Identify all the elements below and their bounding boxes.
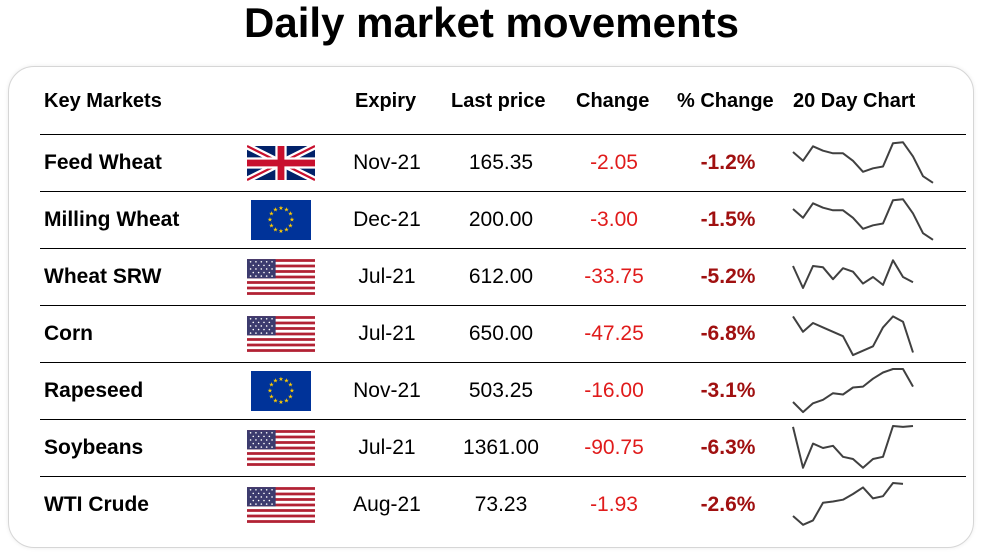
expiry-value: Jul-21 (358, 265, 416, 288)
row-divider (40, 191, 966, 192)
pct-change-value: -1.5% (700, 208, 756, 231)
change-value: -33.75 (584, 265, 644, 288)
table-row: Soybeans Jul-21 1361.00 -90.75 -6.3% (0, 419, 983, 476)
pct-change-value: -5.2% (700, 265, 756, 288)
header-expiry: Expiry (355, 90, 417, 112)
us-flag-icon (247, 316, 315, 352)
sparkline-chart (792, 368, 914, 414)
sparkline-series (792, 425, 914, 469)
change-value: -2.05 (590, 151, 638, 174)
row-divider (40, 476, 966, 477)
pct-change-value: -2.6% (700, 493, 756, 516)
header-key-markets: Key Markets (44, 90, 162, 112)
expiry-value: Dec-21 (353, 208, 421, 231)
market-name: Milling Wheat (44, 208, 180, 231)
change-value: -47.25 (584, 322, 644, 345)
sparkline-series (792, 198, 934, 241)
sparkline-chart (792, 198, 934, 241)
row-divider (40, 248, 966, 249)
expiry-value: Jul-21 (358, 436, 416, 459)
sparkline-series (792, 368, 914, 414)
last-price-value: 1361.00 (463, 436, 539, 459)
expiry-value: Nov-21 (353, 151, 421, 174)
change-value: -90.75 (584, 436, 644, 459)
change-value: -1.93 (590, 493, 638, 516)
expiry-value: Aug-21 (353, 493, 421, 516)
row-divider (40, 419, 966, 420)
sparkline-chart (792, 482, 904, 526)
page-title: Daily market movements (244, 0, 739, 46)
last-price-value: 503.25 (468, 379, 534, 402)
row-divider (40, 134, 966, 135)
change-value: -3.00 (590, 208, 638, 231)
pct-change-value: -1.2% (700, 151, 756, 174)
table-header: Key Markets Expiry Last price Change % C… (0, 86, 983, 116)
market-name: Soybeans (44, 436, 144, 459)
eu-flag-icon (251, 371, 311, 411)
us-flag-icon (247, 487, 315, 523)
sparkline-series (792, 315, 914, 357)
header-pct-change: % Change (677, 90, 774, 112)
row-divider (40, 305, 966, 306)
us-flag-icon (247, 430, 315, 466)
table-row: Milling Wheat Dec-21 200.00 -3.00 -1.5% (0, 191, 983, 248)
expiry-value: Nov-21 (353, 379, 421, 402)
expiry-value: Jul-21 (358, 322, 416, 345)
last-price-value: 650.00 (468, 322, 534, 345)
us-flag-icon (247, 259, 315, 295)
change-value: -16.00 (584, 379, 644, 402)
table-row: Feed Wheat Nov-21 165.35 -2.05 -1.2% (0, 134, 983, 191)
sparkline-chart (792, 425, 914, 469)
sparkline-series (792, 141, 934, 184)
pct-change-value: -6.3% (700, 436, 756, 459)
sparkline-chart (792, 315, 914, 357)
last-price-value: 73.23 (474, 493, 528, 516)
header-20-day-chart: 20 Day Chart (793, 90, 916, 112)
sparkline-series (792, 259, 914, 289)
market-name: Wheat SRW (44, 265, 162, 288)
sparkline-chart (792, 259, 914, 289)
uk-flag-icon (247, 143, 315, 183)
table-row: Rapeseed Nov-21 503.25 -16.00 -3.1% (0, 362, 983, 419)
pct-change-value: -6.8% (700, 322, 756, 345)
table-row: Wheat SRW Jul-21 612.00 -33.75 -5.2% (0, 248, 983, 305)
sparkline-chart (792, 141, 934, 184)
row-divider (40, 362, 966, 363)
market-name: Corn (44, 322, 93, 345)
market-name: WTI Crude (44, 493, 149, 516)
eu-flag-icon (251, 200, 311, 240)
market-name: Rapeseed (44, 379, 144, 402)
header-last-price: Last price (451, 90, 546, 112)
header-change: Change (576, 90, 650, 112)
table-row: WTI Crude Aug-21 73.23 -1.93 -2.6% (0, 476, 983, 533)
last-price-value: 612.00 (468, 265, 534, 288)
table-row: Corn Jul-21 650.00 -47.25 -6.8% (0, 305, 983, 362)
last-price-value: 200.00 (468, 208, 534, 231)
last-price-value: 165.35 (468, 151, 534, 174)
market-name: Feed Wheat (44, 151, 162, 174)
sparkline-series (792, 482, 904, 526)
pct-change-value: -3.1% (700, 379, 756, 402)
